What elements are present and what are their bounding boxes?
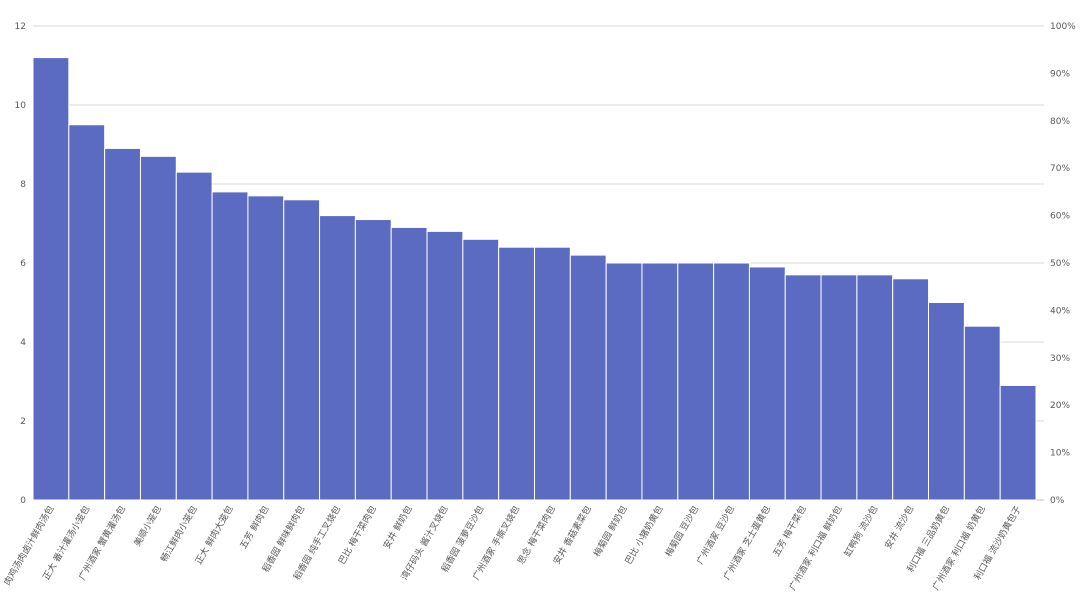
- bar: [820, 274, 858, 501]
- bars: [32, 57, 1037, 501]
- bar: [534, 246, 571, 501]
- x-category-label: 广州酒家 豆沙包: [694, 504, 737, 567]
- secondary-y-axis-ticks: 0% 10% 20% 30% 40% 50% 60% 70% 80% 90% 100%: [1050, 22, 1076, 506]
- bar: [104, 147, 141, 501]
- x-category-label: 安井 流沙包: [882, 504, 916, 551]
- bar: [68, 124, 106, 501]
- bar: [32, 57, 70, 501]
- x-category-label: 巴比 梅干菜肉包: [336, 504, 379, 567]
- bar: [354, 219, 392, 501]
- x-category-label: 安井 鲜奶包: [380, 504, 414, 551]
- bar: [641, 262, 679, 501]
- y2-tick-label: 20%: [1050, 401, 1070, 411]
- y2-tick-label: 0%: [1050, 496, 1065, 506]
- bar: [426, 230, 464, 501]
- bar: [928, 302, 965, 501]
- bar: [569, 254, 607, 501]
- y-tick-label: 12: [15, 22, 26, 32]
- x-category-label: 安井 香菇素菜包: [551, 504, 594, 567]
- bar: [963, 325, 1001, 501]
- bar: [211, 191, 249, 501]
- x-category-label: 巴比 小猪奶黄包: [622, 504, 665, 567]
- x-category-label: 美顺小笼包: [131, 504, 164, 549]
- bar: [999, 384, 1037, 501]
- bar: [175, 171, 213, 501]
- y2-tick-label: 40%: [1050, 306, 1070, 316]
- y2-tick-label: 80%: [1050, 117, 1070, 127]
- bar: [139, 155, 177, 501]
- y-tick-label: 10: [15, 101, 27, 111]
- y-axis-ticks: 0 2 4 6 8 10 12: [15, 22, 27, 506]
- x-category-label: 五芳 梅干菜包: [770, 504, 809, 559]
- x-category-label: 梅菊园 鲜奶包: [591, 504, 630, 559]
- bar: [283, 199, 321, 501]
- y-tick-label: 4: [20, 338, 26, 348]
- bar: [390, 226, 428, 501]
- x-category-label: 正大 鲜肉大笼包: [192, 504, 235, 567]
- bar: [784, 274, 822, 501]
- bar: [856, 274, 894, 501]
- bar: [677, 262, 715, 501]
- x-category-label: 思念 梅干菜肉包: [515, 504, 558, 567]
- y-tick-label: 0: [20, 496, 26, 506]
- y2-tick-label: 90%: [1050, 69, 1070, 79]
- bar: [247, 195, 285, 501]
- y-tick-label: 8: [20, 180, 26, 190]
- y2-tick-label: 60%: [1050, 212, 1070, 222]
- bar: [713, 262, 750, 501]
- x-category-label: 缸鸭狗 流沙包: [842, 504, 881, 559]
- bar: [462, 238, 500, 501]
- y-tick-label: 6: [20, 259, 26, 269]
- x-category-label: 五芳 鲜肉包: [237, 504, 271, 551]
- x-category-label: 畅江鲜肉小笼包: [158, 504, 200, 565]
- bar: [498, 246, 535, 501]
- bar: [605, 262, 643, 501]
- y2-tick-label: 50%: [1050, 259, 1070, 269]
- bar: [748, 266, 786, 501]
- x-category-label: 梅菊园 豆沙包: [662, 504, 701, 559]
- bar: [319, 215, 356, 501]
- y-tick-label: 2: [20, 417, 26, 427]
- bar: [892, 278, 930, 501]
- y2-tick-label: 10%: [1050, 449, 1070, 459]
- y2-tick-label: 70%: [1050, 164, 1070, 174]
- y2-tick-label: 30%: [1050, 354, 1070, 364]
- y2-tick-label: 100%: [1050, 22, 1076, 32]
